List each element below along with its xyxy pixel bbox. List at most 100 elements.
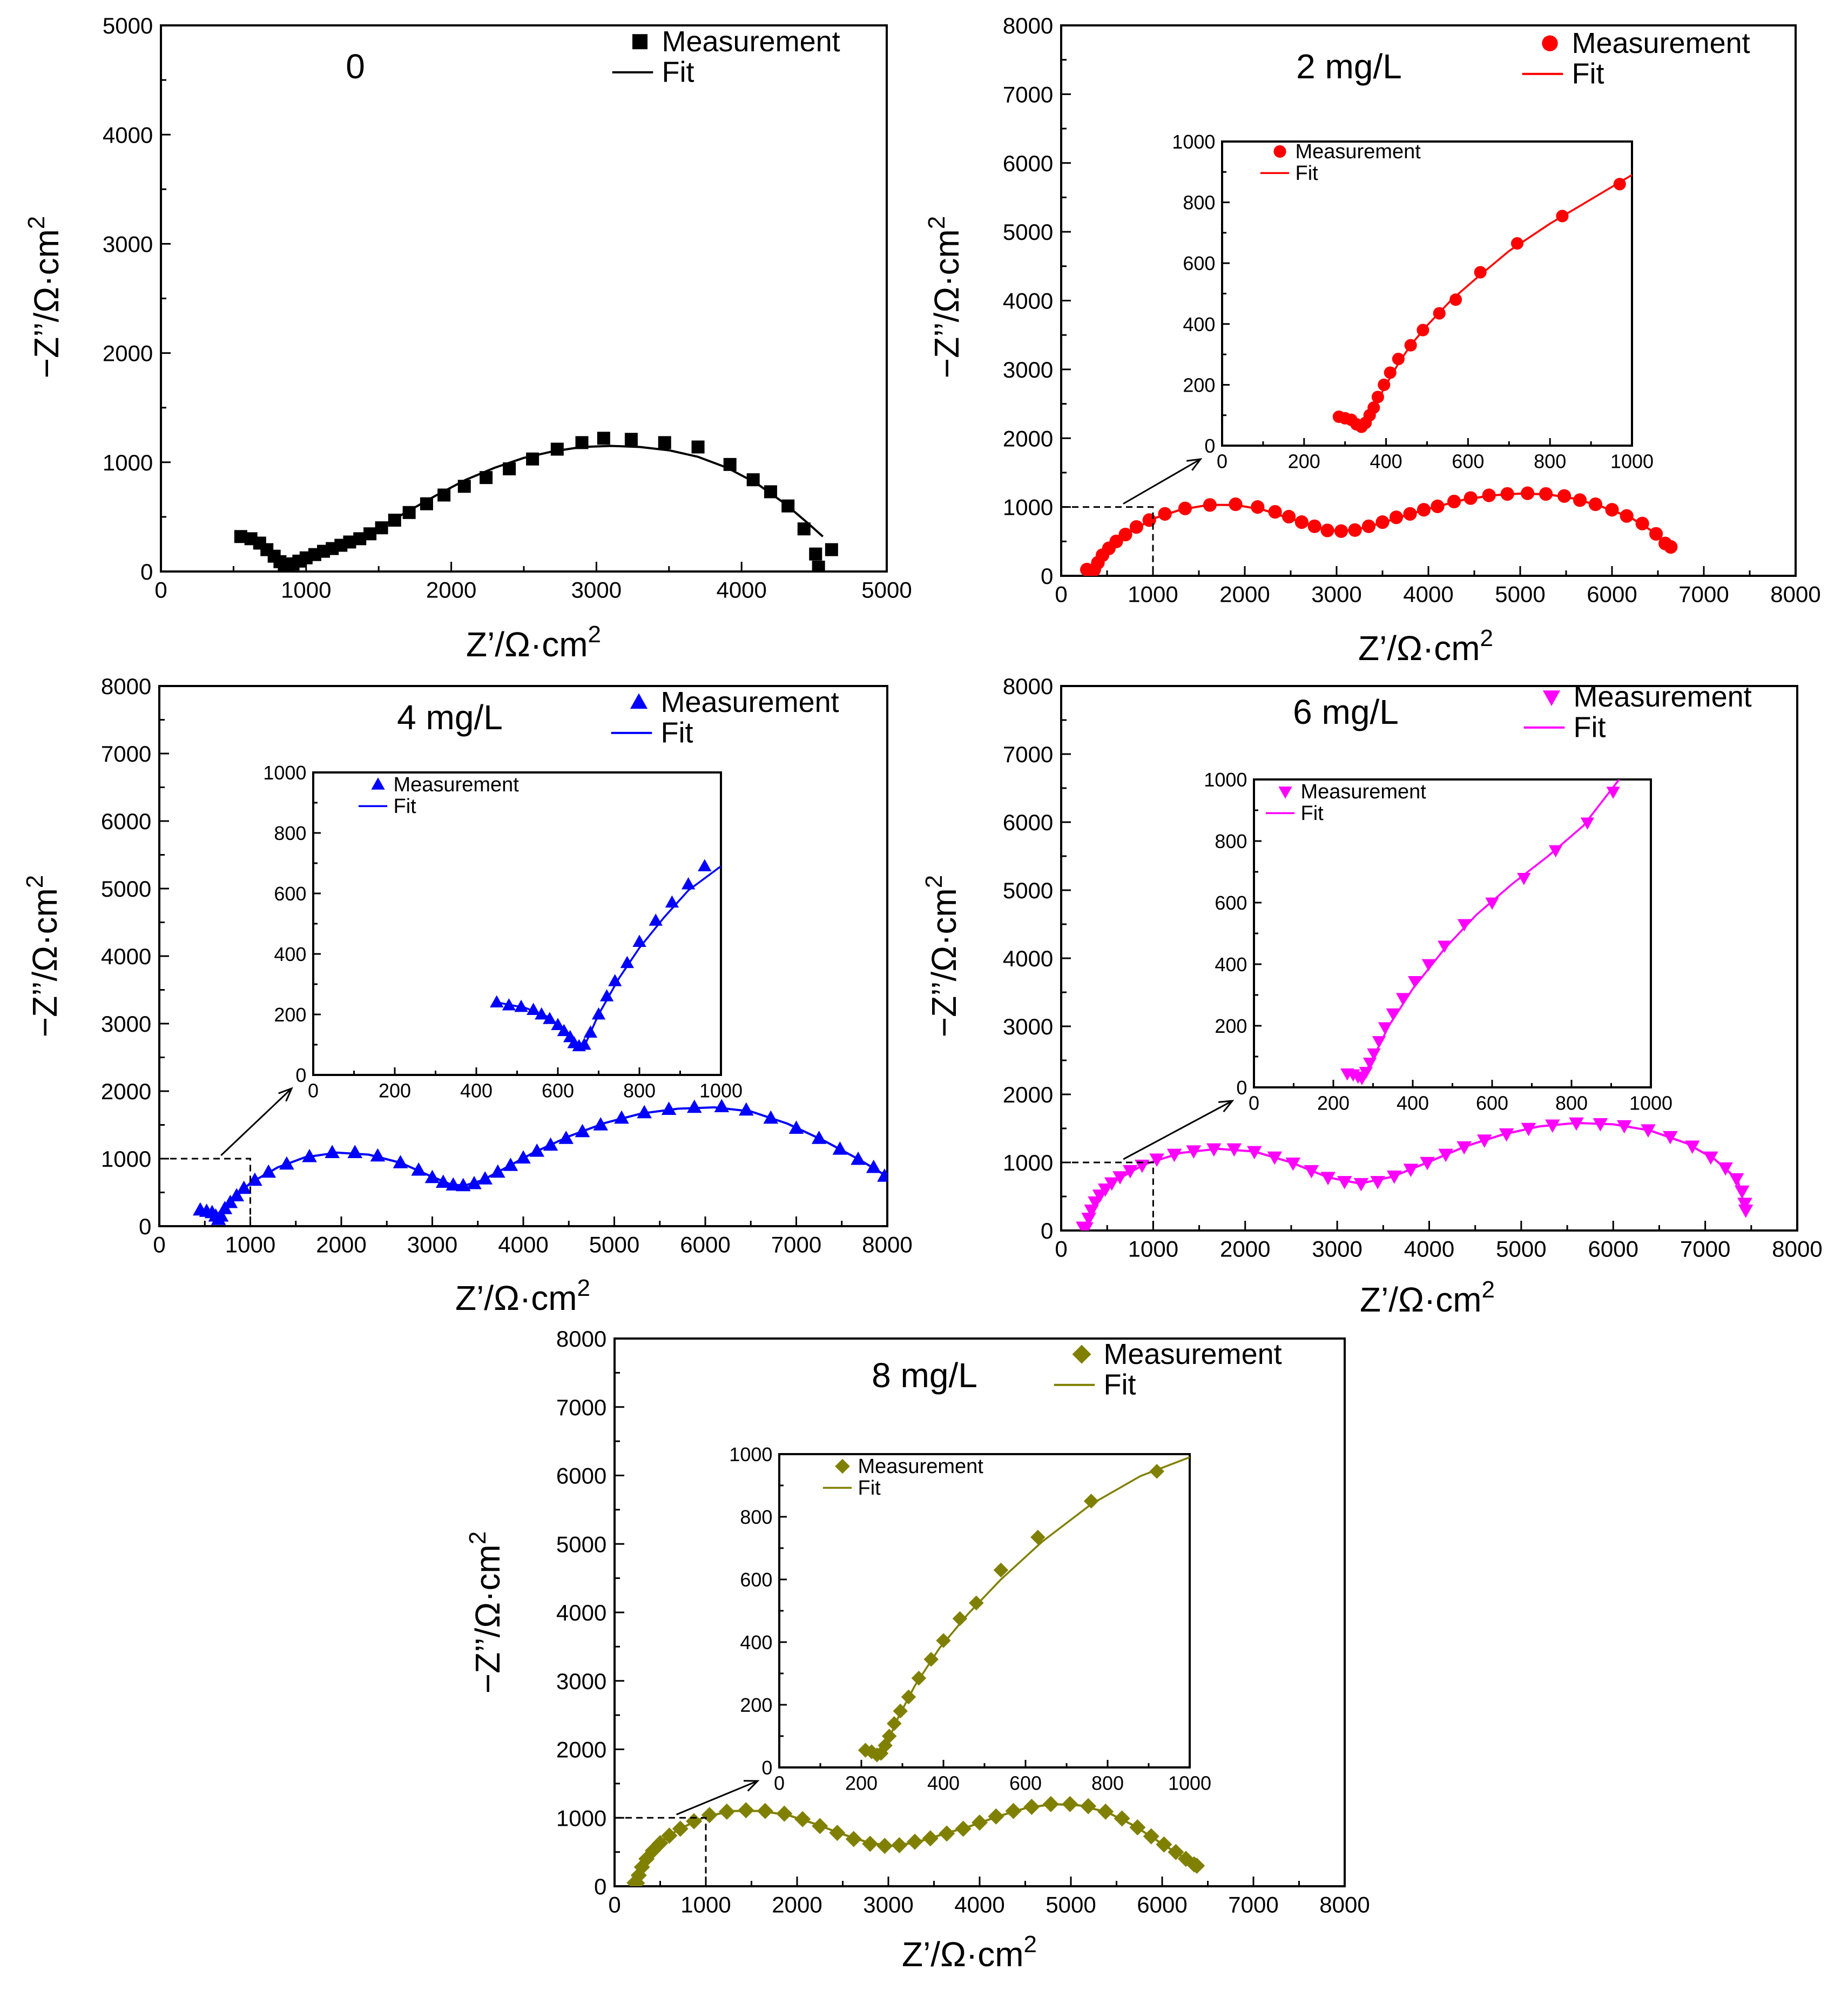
p6-inset-y-tick-label: 800 [1215, 830, 1247, 852]
p6-zoom-region [1061, 1161, 1154, 1231]
p0-data-point [658, 436, 671, 449]
p2-x-tick-label: 4000 [1403, 581, 1453, 607]
p4-data-point [247, 1172, 262, 1186]
p0-data-point [575, 436, 589, 449]
p6-inset-x-tick-label: 1000 [1629, 1092, 1672, 1114]
p8-inset-data-point [911, 1670, 927, 1686]
p8-data-point [829, 1825, 846, 1841]
p2-x-tick-label: 2000 [1219, 581, 1270, 607]
p6-legend-measurement: Measurement [1574, 681, 1752, 713]
p6-legend-marker [1542, 690, 1561, 706]
p0-x-tick-label: 4000 [716, 577, 766, 602]
p0-y-tick-label: 1000 [103, 450, 153, 475]
p4-y-tick-label: 5000 [101, 876, 151, 902]
p4-inset-y-tick-label: 600 [274, 883, 306, 905]
p6-data-point [1122, 1165, 1138, 1179]
p4-inset-data-point [490, 995, 504, 1007]
p4-data-point [213, 1208, 229, 1222]
p8-data-point [718, 1803, 735, 1820]
p2-inset-data-point [1510, 237, 1524, 250]
p8-x-tick-label: 1000 [680, 1892, 731, 1917]
p8-legend-measurement: Measurement [1104, 1338, 1282, 1370]
p6-data-point [1499, 1128, 1514, 1142]
p8-inset-x-tick-label: 200 [845, 1772, 878, 1794]
p2-data-point [1557, 489, 1572, 503]
p2-inset-x-tick-label: 200 [1288, 450, 1320, 472]
p8-x-axis-label: Z’/Ω·cm2 [902, 1931, 1037, 1974]
p8-data-point [1097, 1803, 1114, 1820]
p6-panel-title: 6 mg/L [1293, 692, 1399, 731]
p4-inset-x-tick-label: 1000 [699, 1079, 743, 1101]
p6-inset-data-point [1438, 940, 1452, 953]
p6-inset-data-point [1363, 1058, 1377, 1070]
p8-y-tick-label: 2000 [556, 1737, 606, 1763]
p8-data-point [652, 1835, 669, 1852]
p4-zoom-arrowhead [278, 1087, 293, 1102]
p6-y-tick-label: 2000 [1003, 1082, 1053, 1107]
p2-inset-data-point [1384, 366, 1397, 379]
p8-data-point [1143, 1828, 1159, 1845]
p0-data-point [597, 432, 610, 445]
p4-x-tick-label: 8000 [862, 1232, 912, 1257]
p4-inset-data-point [620, 956, 634, 969]
p6-x-tick-label: 2000 [1220, 1236, 1270, 1261]
p4-y-tick-label: 6000 [101, 809, 151, 834]
p0-data-point [420, 497, 433, 510]
p0-data-point [457, 480, 471, 493]
p4-y-tick-label: 3000 [101, 1011, 151, 1037]
p0-data-point [550, 442, 564, 456]
p2-y-axis-label-text: −Z’’/Ω·cm [927, 229, 966, 378]
p6-inset-fit-line [1348, 779, 1620, 1081]
p0-x-tick-label: 5000 [861, 577, 912, 602]
p8-legend-marker [1072, 1344, 1091, 1364]
p8-data-point [1042, 1796, 1059, 1812]
p6-data-point [1370, 1176, 1385, 1189]
p4-data-point [455, 1178, 471, 1192]
panel-p4: 0 1000 2000 3000 4000 5000 6000 7000 80000100020… [22, 674, 913, 1317]
p6-legend-fit: Fit [1574, 711, 1606, 744]
p2-x-tick-label: 6000 [1587, 581, 1637, 607]
p0-data-point [388, 513, 401, 527]
p6-data-point [1616, 1120, 1632, 1134]
p6-x-tick-label: 7000 [1680, 1236, 1730, 1261]
p8-inset-y-tick-label: 0 [761, 1757, 772, 1779]
p2-legend-fit: Fit [1572, 58, 1604, 90]
p4-x-tick-label: 6000 [680, 1232, 730, 1257]
p0-y-tick-label: 3000 [103, 232, 153, 257]
p8-data-point [862, 1835, 879, 1852]
p0-legend-fit: Fit [662, 56, 694, 89]
p2-data-point [1361, 519, 1376, 533]
p2-data-point [1588, 497, 1602, 512]
p2-inset-frame [1221, 140, 1633, 447]
p4-inset-data-point [551, 1018, 565, 1030]
p2-data-point [1307, 519, 1321, 533]
p4-inset-y-tick-label: 0 [295, 1064, 306, 1086]
p6-inset: 0 200 400 600 800 1000 0 200 400 600 800 1000 Measur… [1204, 769, 1672, 1114]
p6-data-point [1226, 1143, 1242, 1157]
p0-x-tick-label: 1000 [281, 577, 331, 602]
p8-x-axis-label-text: Z’/Ω·cm [902, 1935, 1024, 1974]
p8-inset-data-point [887, 1716, 902, 1731]
p2-zoom-region [1061, 506, 1154, 576]
p8-inset-y-tick-label: 400 [740, 1631, 772, 1653]
p2-y-axis-label-exponent: 2 [923, 216, 950, 229]
p2-data-point [1118, 527, 1132, 542]
p2-frame [1060, 24, 1797, 577]
p4-inset-data-point [535, 1007, 549, 1020]
p8-inset-data-point [993, 1562, 1009, 1578]
p4-inset-data-point [599, 989, 614, 1001]
p4-inset-data-point [557, 1024, 571, 1037]
p2-data-point [1142, 513, 1156, 527]
p4-inset-data-point [681, 877, 696, 890]
p4-y-tick-label: 2000 [101, 1079, 151, 1104]
p8-data-point [1114, 1810, 1130, 1827]
p8-inset-data-point [901, 1689, 916, 1705]
p4-inset-legend-fit: Fit [394, 795, 417, 818]
p2-inset-x-tick-label: 0 [1217, 450, 1227, 472]
p0-y-axis-label: −Z’’/Ω·cm2 [23, 216, 66, 378]
p4-y-axis-label-exponent: 2 [22, 875, 48, 888]
p2-inset-y-tick-label: 0 [1204, 435, 1215, 457]
p8-inset-data-point [952, 1611, 968, 1626]
p6-data-point [1304, 1165, 1319, 1179]
p2-data-point [1348, 523, 1362, 537]
